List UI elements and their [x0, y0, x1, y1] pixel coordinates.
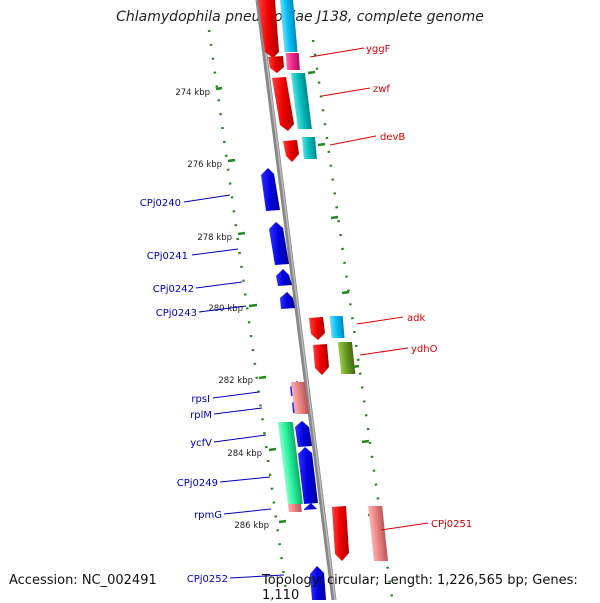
tick-label: 286 kbp	[234, 521, 269, 531]
gene-arrow	[268, 56, 284, 73]
gene-label-zwf: zwf	[373, 84, 390, 95]
gene-arrow	[280, 292, 295, 309]
gene-label-devB: devB	[380, 132, 405, 143]
gene-label-CPj0249: CPj0249	[177, 478, 218, 489]
tick-label: 274 kbp	[175, 88, 210, 98]
tick-label: 278 kbp	[197, 233, 232, 243]
gene-arrow	[313, 344, 329, 375]
map-title: Chlamydophila pneumoniae J138, complete …	[116, 9, 484, 25]
gene-arrow	[261, 168, 280, 211]
gene-label-rpsI: rpsI	[191, 394, 210, 405]
topology-label: Topology: circular; Length: 1,226,565 bp…	[262, 573, 578, 603]
gene-arrow	[276, 269, 292, 286]
labels-right: yggF zwf devB adk ydhO CPj0251	[309, 44, 472, 531]
gene-arrow	[283, 140, 299, 162]
gene-block	[290, 382, 309, 414]
gene-label-CPj0242: CPj0242	[153, 284, 194, 295]
gene-label-ycfV: ycfV	[190, 438, 212, 449]
gene-block	[337, 342, 356, 374]
gene-arrow	[298, 447, 318, 504]
gene-label-CPj0252: CPj0252	[187, 574, 228, 585]
gene-label-adk: adk	[407, 313, 425, 324]
gene-label-ydhO: ydhO	[411, 344, 438, 355]
gene-block	[277, 422, 303, 504]
gene-block	[287, 504, 302, 512]
gene-block	[368, 506, 388, 561]
gene-block	[301, 137, 317, 159]
gene-block	[329, 316, 345, 338]
tick-label: 282 kbp	[218, 376, 253, 386]
gene-arrow	[258, 0, 279, 58]
dotted-track-left	[207, 29, 289, 599]
accession-label: Accession: NC_002491	[9, 573, 157, 588]
gene-arrow	[310, 566, 326, 600]
gene-label-rplM: rplM	[190, 410, 212, 421]
genome-backbone	[255, 0, 337, 600]
gene-arrow	[309, 317, 325, 340]
gene-label-CPj0240: CPj0240	[140, 198, 181, 209]
gene-label-CPj0241: CPj0241	[147, 251, 188, 262]
genes-forward	[258, 0, 349, 561]
gene-arrow	[295, 421, 312, 447]
gene-arrow	[304, 503, 317, 510]
gene-label-rpmG: rpmG	[194, 510, 222, 521]
dotted-track-right	[311, 39, 394, 599]
gene-arrow	[332, 506, 349, 561]
gene-arrow	[269, 222, 289, 265]
gene-block	[280, 0, 298, 52]
gene-arrow	[272, 77, 294, 131]
tick-label: 276 kbp	[187, 160, 222, 170]
genome-backbone-highlight	[258, 0, 336, 600]
gene-label-yggF: yggF	[366, 44, 391, 55]
gene-block	[290, 73, 312, 129]
gene-label-CPj0251: CPj0251	[431, 519, 472, 530]
genes-reverse	[261, 168, 326, 600]
genes-colored	[280, 0, 388, 561]
gene-label-CPj0243: CPj0243	[156, 308, 197, 319]
labels-left: CPj0240 CPj0241 CPj0242 CPj0243 rpsI rpl…	[140, 194, 285, 585]
tick-label: 284 kbp	[227, 449, 262, 459]
gene-block	[285, 53, 300, 70]
